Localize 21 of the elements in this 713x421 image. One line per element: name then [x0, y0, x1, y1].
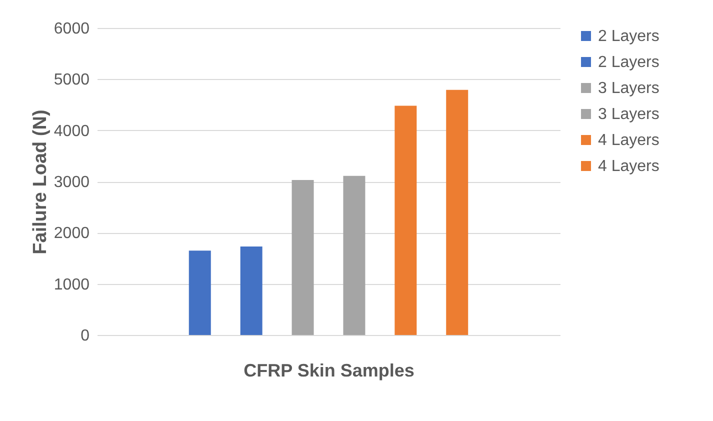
- bar: [240, 246, 262, 335]
- legend-label: 2 Layers: [598, 28, 660, 45]
- x-axis-title: CFRP Skin Samples: [244, 360, 414, 380]
- legend-label: 2 Layers: [598, 54, 660, 71]
- y-tick-label: 3000: [54, 174, 90, 191]
- bar: [446, 90, 468, 335]
- y-tick-label: 6000: [54, 20, 90, 38]
- legend-label: 3 Layers: [598, 80, 660, 97]
- y-tick-label: 2000: [54, 225, 90, 242]
- y-tick-label: 5000: [54, 72, 90, 89]
- legend-label: 4 Layers: [598, 132, 660, 149]
- bar: [394, 106, 417, 335]
- legend-label: 4 Layers: [598, 158, 660, 175]
- bar: [292, 180, 314, 335]
- legend-label: 3 Layers: [598, 106, 660, 123]
- y-tick-label: 4000: [54, 122, 90, 140]
- y-tick-label: 0: [80, 328, 90, 344]
- y-axis-title: Failure Load (N): [30, 110, 51, 254]
- bar: [343, 176, 366, 335]
- bar: [188, 250, 211, 335]
- y-tick-label: 1000: [54, 276, 90, 294]
